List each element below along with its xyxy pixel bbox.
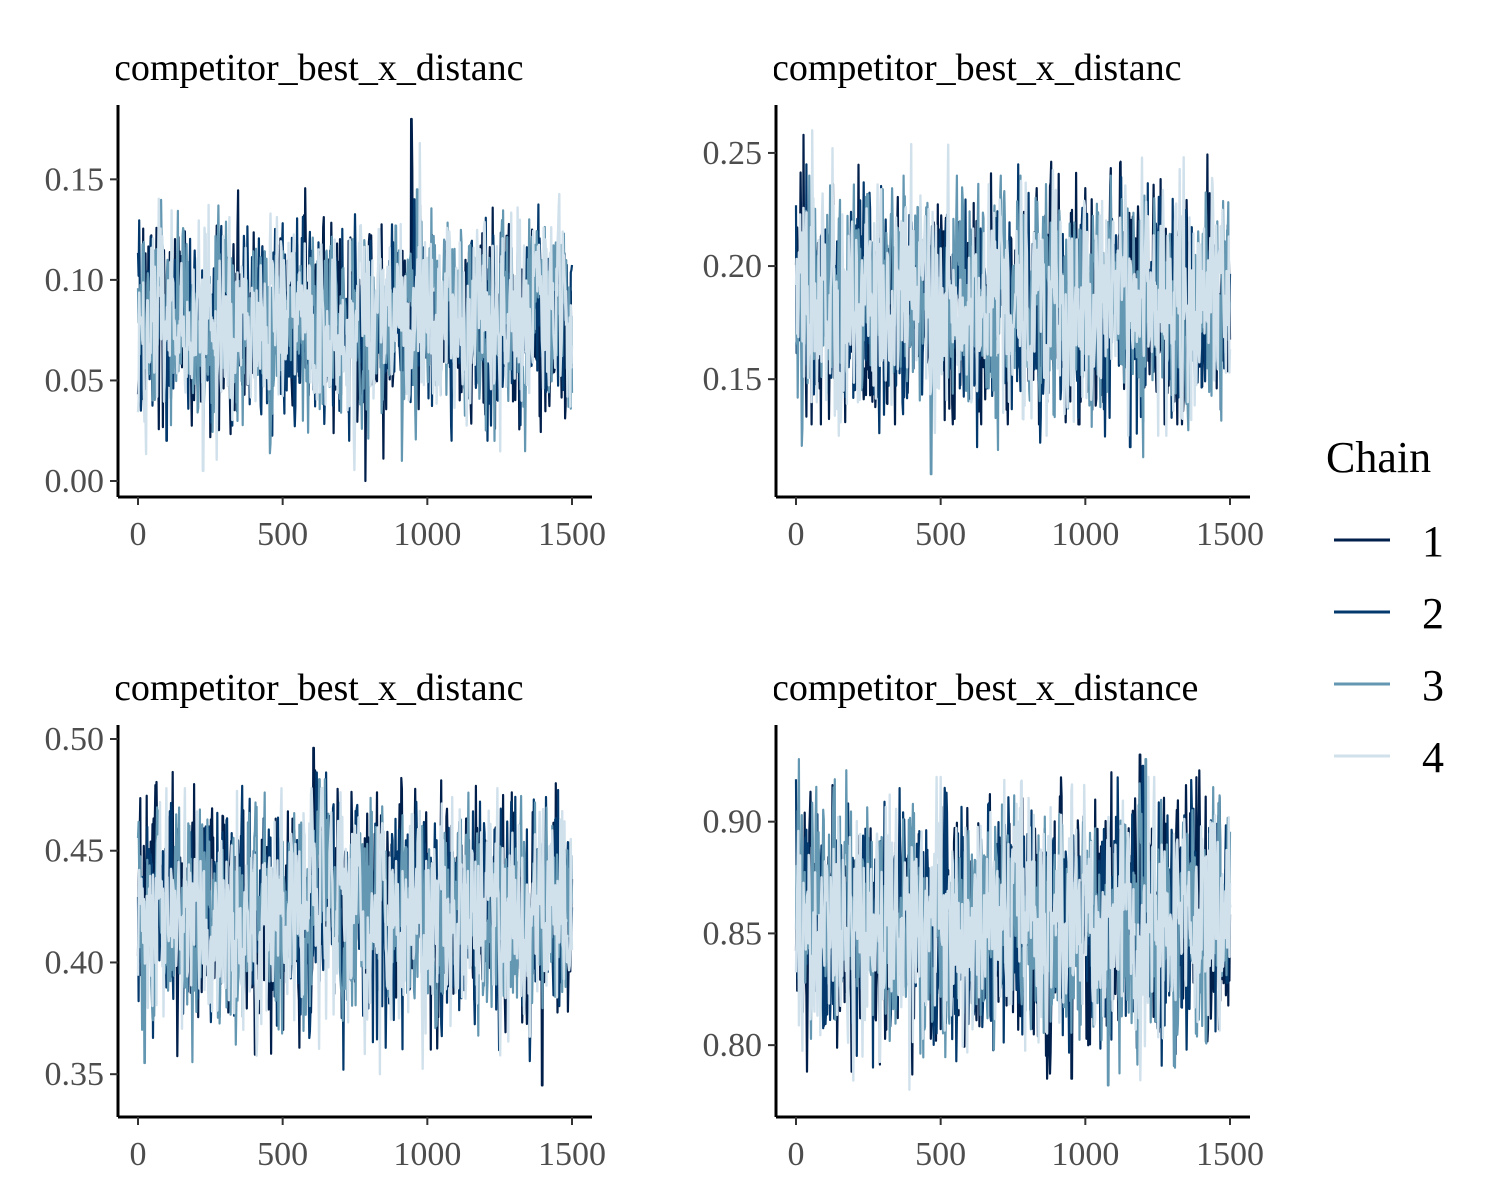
x-tick-label: 1500 [1196,516,1264,553]
y-tick-label: 0.35 [45,1056,105,1093]
trace-chain-4 [136,787,574,1076]
facet-title: competitor_best_x_distance [772,667,1198,709]
y-tick-label: 0.15 [703,361,763,398]
y-tick-label: 0.90 [703,804,763,841]
x-tick-label: 500 [257,1136,308,1173]
facet-panel-3: competitor_best_x_distanc 0.35 0.40 0.45 0.5… [45,667,607,1173]
facet-title: competitor_best_x_distanc [114,667,523,709]
x-tick-label: 1000 [1051,1136,1119,1173]
facet-panel-1: competitor_best_x_distanc 0.00 0.05 0.10 0.1… [45,47,607,553]
facet-panel-4: competitor_best_x_distance 0.80 0.85 0.90 0 5… [703,667,1265,1173]
x-tick-label: 1000 [393,516,461,553]
facet-panels: competitor_best_x_distanc 0.00 0.05 0.10 0.1… [45,47,1265,1173]
y-tick-label: 0.05 [45,362,105,399]
trace-chain-4 [794,775,1232,1092]
x-tick-label: 1000 [1051,516,1119,553]
y-tick-label: 0.85 [703,915,763,952]
x-tick-label: 1500 [1196,1136,1264,1173]
trace-chain-4 [794,129,1232,437]
y-tick-label: 0.20 [703,248,763,285]
y-tick-label: 0.50 [45,721,105,758]
y-tick-label: 0.40 [45,944,105,981]
x-tick-label: 0 [130,516,147,553]
x-tick-label: 0 [788,1136,805,1173]
legend-label-chain-4: 4 [1422,733,1444,782]
facet-panel-2: competitor_best_x_distanc 0.15 0.20 0.25 0 50… [703,47,1265,553]
x-tick-label: 500 [257,516,308,553]
y-tick-label: 0.25 [703,135,763,172]
y-tick-label: 0.00 [45,463,105,500]
x-tick-label: 1000 [393,1136,461,1173]
facet-title: competitor_best_x_distanc [772,47,1181,89]
x-tick-label: 0 [788,516,805,553]
legend-label-chain-3: 3 [1422,661,1444,710]
x-tick-label: 1500 [538,1136,606,1173]
facet-title: competitor_best_x_distanc [114,47,523,89]
y-tick-label: 0.15 [45,161,105,198]
x-tick-label: 500 [915,1136,966,1173]
y-tick-label: 0.80 [703,1027,763,1064]
x-tick-label: 1500 [538,516,606,553]
chain-legend: Chain 1 2 3 4 [1326,433,1444,782]
y-tick-label: 0.10 [45,262,105,299]
legend-label-chain-1: 1 [1422,517,1444,566]
x-tick-label: 500 [915,516,966,553]
trace-chain-4 [136,141,574,473]
x-tick-label: 0 [130,1136,147,1173]
legend-label-chain-2: 2 [1422,589,1444,638]
legend-title: Chain [1326,433,1431,482]
y-tick-label: 0.45 [45,833,105,870]
